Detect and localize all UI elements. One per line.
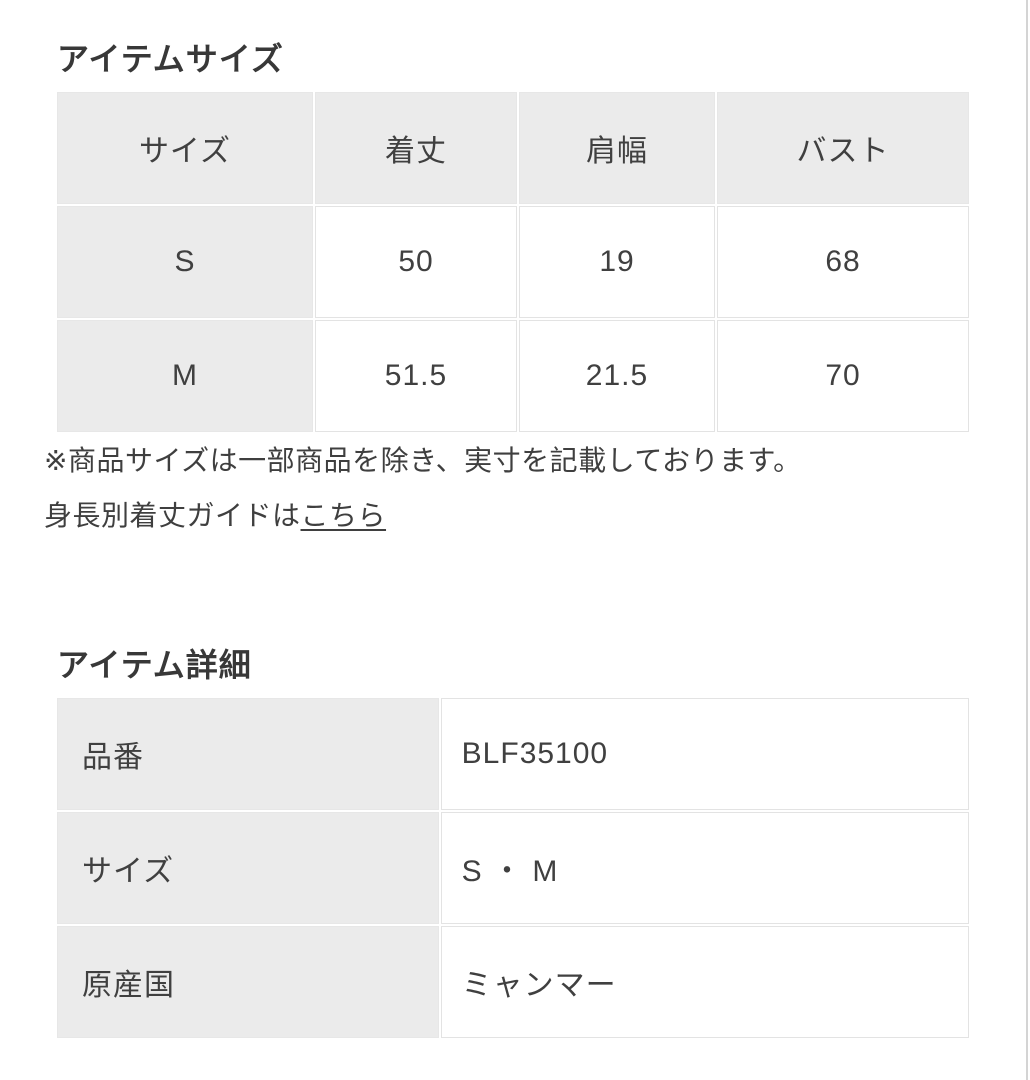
size-table: サイズ 着丈 肩幅 バスト S 50 19 68 M 51.5 21.5 70 (55, 90, 971, 434)
size-header-size: サイズ (57, 92, 313, 204)
size-note-line2-prefix: 身長別着丈ガイドは (44, 500, 301, 531)
detail-label: 原産国 (57, 926, 439, 1038)
size-header-bust: バスト (717, 92, 969, 204)
size-table-row-s: S 50 19 68 (57, 206, 969, 318)
size-table-row-m: M 51.5 21.5 70 (57, 320, 969, 432)
size-value-bust: 68 (717, 206, 969, 318)
detail-value: ミャンマー (440, 926, 969, 1038)
detail-row-size: サイズ S ・ M (57, 812, 969, 924)
detail-label: サイズ (57, 812, 439, 924)
size-value-shoulder: 19 (519, 206, 715, 318)
detail-row-product-number: 品番 BLF35100 (57, 698, 969, 810)
size-table-header-row: サイズ 着丈 肩幅 バスト (57, 92, 969, 204)
height-guide-link[interactable]: こちら (300, 500, 387, 531)
detail-value: BLF35100 (440, 698, 969, 810)
size-notes: ※商品サイズは一部商品を除き、実寸を記載しております。 身長別着丈ガイドはこちら (44, 444, 802, 533)
detail-label: 品番 (57, 698, 439, 810)
size-value-length: 51.5 (315, 320, 517, 432)
page-right-divider (1026, 0, 1028, 1080)
detail-section-title: アイテム詳細 (57, 647, 252, 683)
detail-row-origin-country: 原産国 ミャンマー (57, 926, 969, 1038)
size-value-bust: 70 (717, 320, 969, 432)
size-row-label: M (57, 320, 313, 432)
size-note-line1: ※商品サイズは一部商品を除き、実寸を記載しております。 (44, 445, 802, 476)
size-row-label: S (57, 206, 313, 318)
detail-value: S ・ M (440, 812, 969, 924)
size-value-length: 50 (315, 206, 517, 318)
size-section-title: アイテムサイズ (57, 41, 284, 77)
detail-table: 品番 BLF35100 サイズ S ・ M 原産国 ミャンマー (55, 696, 971, 1040)
size-header-length: 着丈 (315, 92, 517, 204)
size-header-shoulder: 肩幅 (519, 92, 715, 204)
size-value-shoulder: 21.5 (519, 320, 715, 432)
size-note-line2: 身長別着丈ガイドはこちら (44, 499, 802, 533)
